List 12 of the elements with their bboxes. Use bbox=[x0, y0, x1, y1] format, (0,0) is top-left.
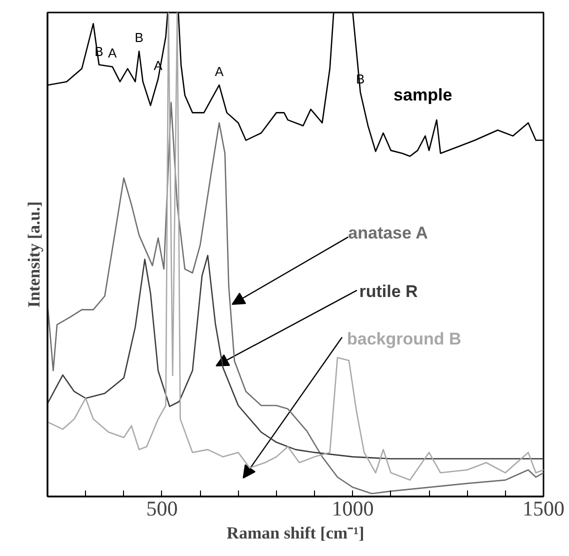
text: anatase A bbox=[348, 224, 428, 243]
x-tick-label: 500 bbox=[146, 496, 178, 520]
annotation: A bbox=[214, 64, 224, 80]
series-label: sample bbox=[394, 85, 452, 104]
annotation: A bbox=[108, 46, 118, 61]
series-label: background B bbox=[347, 330, 462, 349]
x-tick-label: 1500 bbox=[522, 496, 564, 520]
annotation: B bbox=[134, 30, 144, 46]
x-axis-title: Raman shift [cm⁻¹] bbox=[226, 524, 364, 542]
text: rutile R bbox=[359, 282, 418, 301]
x-tick-label: 1000 bbox=[332, 496, 374, 520]
y-axis-title: Intensity [a.u.] bbox=[24, 201, 44, 308]
